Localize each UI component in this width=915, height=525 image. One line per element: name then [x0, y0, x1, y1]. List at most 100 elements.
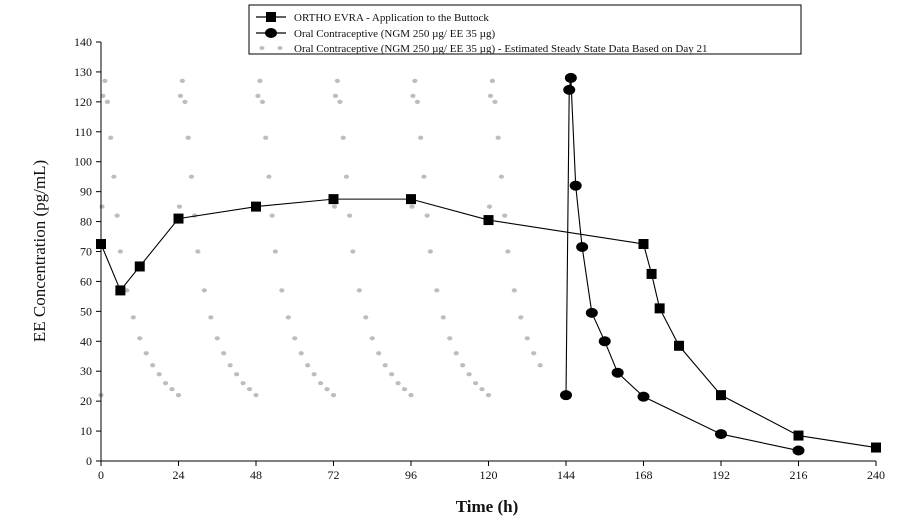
steady-state-point — [498, 174, 505, 179]
steady-state-point — [376, 351, 382, 356]
y-tick-label: 70 — [80, 245, 92, 259]
legend-entry-oral-contraceptive: Oral Contraceptive (NGM 250 µg/ EE 35 µg… — [256, 28, 495, 40]
steady-state-point — [347, 213, 353, 218]
x-tick-label: 120 — [480, 468, 498, 482]
steady-state-point — [266, 174, 272, 179]
steady-state-point — [453, 351, 459, 356]
steady-state-point — [117, 249, 123, 254]
x-tick-label: 48 — [250, 468, 262, 482]
steady-state-point — [331, 204, 338, 209]
steady-state-point — [201, 288, 207, 293]
axes: 0 10 20 30 40 50 60 70 80 90 100 110 120 130 140 0 24 48 7… — [74, 35, 885, 482]
steady-state-point — [162, 381, 169, 386]
x-tick-label: 96 — [405, 468, 417, 482]
steady-state-point — [395, 381, 401, 386]
steady-state-point — [99, 204, 105, 209]
plot-area — [96, 72, 881, 456]
steady-state-point — [143, 351, 149, 356]
steady-state-point — [114, 213, 120, 218]
steady-state-point — [369, 336, 375, 341]
steady-state-point — [382, 363, 388, 368]
y-tick-label: 30 — [80, 364, 92, 378]
y-tick-label: 100 — [74, 155, 92, 169]
steady-state-point — [195, 249, 201, 254]
oral-contraceptive-point — [715, 429, 727, 440]
x-tick-label: 24 — [173, 468, 185, 482]
ortho-evra-point — [328, 194, 339, 205]
oral-contraceptive-point — [611, 367, 624, 378]
steady-state-point — [272, 249, 278, 254]
ortho-evra-point — [871, 442, 881, 453]
steady-state-point — [259, 99, 266, 104]
oral-contraceptive-point — [569, 180, 582, 191]
steady-state-point — [412, 78, 418, 84]
y-tick-label: 20 — [80, 394, 92, 408]
steady-state-point — [421, 174, 427, 179]
steady-state-point — [100, 93, 106, 98]
steady-state-point — [485, 393, 492, 398]
steady-state-point — [104, 99, 111, 104]
steady-state-point — [479, 387, 485, 392]
y-tick-label: 50 — [80, 304, 92, 318]
legend-box — [248, 4, 802, 55]
legend-square-marker — [266, 12, 276, 22]
oral-contraceptive-point — [585, 307, 598, 318]
steady-state-point — [418, 135, 424, 140]
steady-state-point — [177, 93, 184, 98]
steady-state-point — [401, 387, 408, 392]
steady-state-point — [208, 315, 214, 320]
steady-state-point — [179, 78, 185, 84]
x-tick-label: 72 — [328, 468, 340, 482]
y-tick-label: 40 — [80, 334, 92, 348]
steady-state-point — [156, 372, 162, 377]
ortho-evra-point — [483, 215, 494, 226]
y-tick-label: 140 — [74, 35, 92, 49]
ortho-evra-point — [115, 285, 126, 296]
oral-contraceptive-point — [560, 390, 572, 401]
steady-state-point — [185, 135, 191, 140]
steady-state-point — [472, 381, 479, 386]
steady-state-point — [269, 213, 275, 218]
steady-state-point — [257, 78, 263, 84]
oral-contraceptive-point — [792, 445, 805, 456]
legend-dot-marker — [259, 46, 265, 50]
steady-state-point — [292, 336, 298, 341]
y-tick-label: 0 — [86, 454, 92, 468]
x-tick-label: 240 — [867, 468, 885, 482]
x-tick-label: 144 — [557, 468, 575, 482]
steady-state-point — [414, 99, 421, 104]
steady-state-point — [311, 372, 317, 377]
steady-state-point — [511, 288, 517, 293]
oral-contraceptive-point — [576, 242, 589, 253]
y-tick-label: 80 — [80, 215, 92, 229]
steady-state-point — [343, 174, 350, 179]
steady-state-point — [130, 315, 136, 320]
y-axis-title: EE Concentration (pg/mL) — [30, 160, 49, 342]
steady-state-point — [334, 78, 340, 84]
ortho-evra-point — [251, 201, 261, 212]
oral-contraceptive-point — [564, 72, 577, 83]
ortho-evra-point — [646, 268, 657, 279]
steady-state-point — [102, 78, 108, 84]
steady-state-point — [356, 288, 362, 293]
y-tick-label: 60 — [80, 274, 92, 288]
steady-state-point — [279, 288, 285, 293]
steady-state-point — [524, 336, 530, 341]
steady-state-point — [518, 315, 524, 320]
steady-state-point — [263, 135, 269, 140]
steady-state-point — [466, 372, 472, 377]
steady-state-point — [537, 363, 543, 368]
legend-entry-ortho-evra: ORTHO EVRA - Application to the Buttock — [256, 12, 489, 24]
x-tick-label: 168 — [635, 468, 653, 482]
x-tick-label: 216 — [790, 468, 808, 482]
steady-state-point — [486, 204, 493, 209]
steady-state-point — [317, 381, 324, 386]
ortho-evra-point — [406, 194, 416, 205]
ortho-evra-point — [716, 390, 726, 401]
steady-state-point — [305, 363, 311, 368]
steady-state-point — [502, 213, 508, 218]
steady-state-point — [188, 174, 195, 179]
y-tick-label: 120 — [74, 95, 92, 109]
steady-state-point — [363, 315, 369, 320]
